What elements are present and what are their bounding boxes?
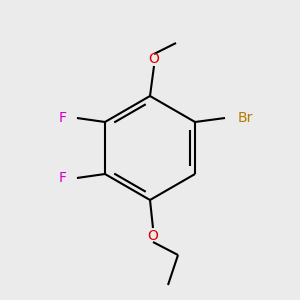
Text: O: O — [148, 52, 159, 66]
Text: O: O — [148, 229, 158, 243]
Text: Br: Br — [238, 111, 254, 125]
Text: F: F — [59, 111, 67, 125]
Text: F: F — [59, 171, 67, 185]
